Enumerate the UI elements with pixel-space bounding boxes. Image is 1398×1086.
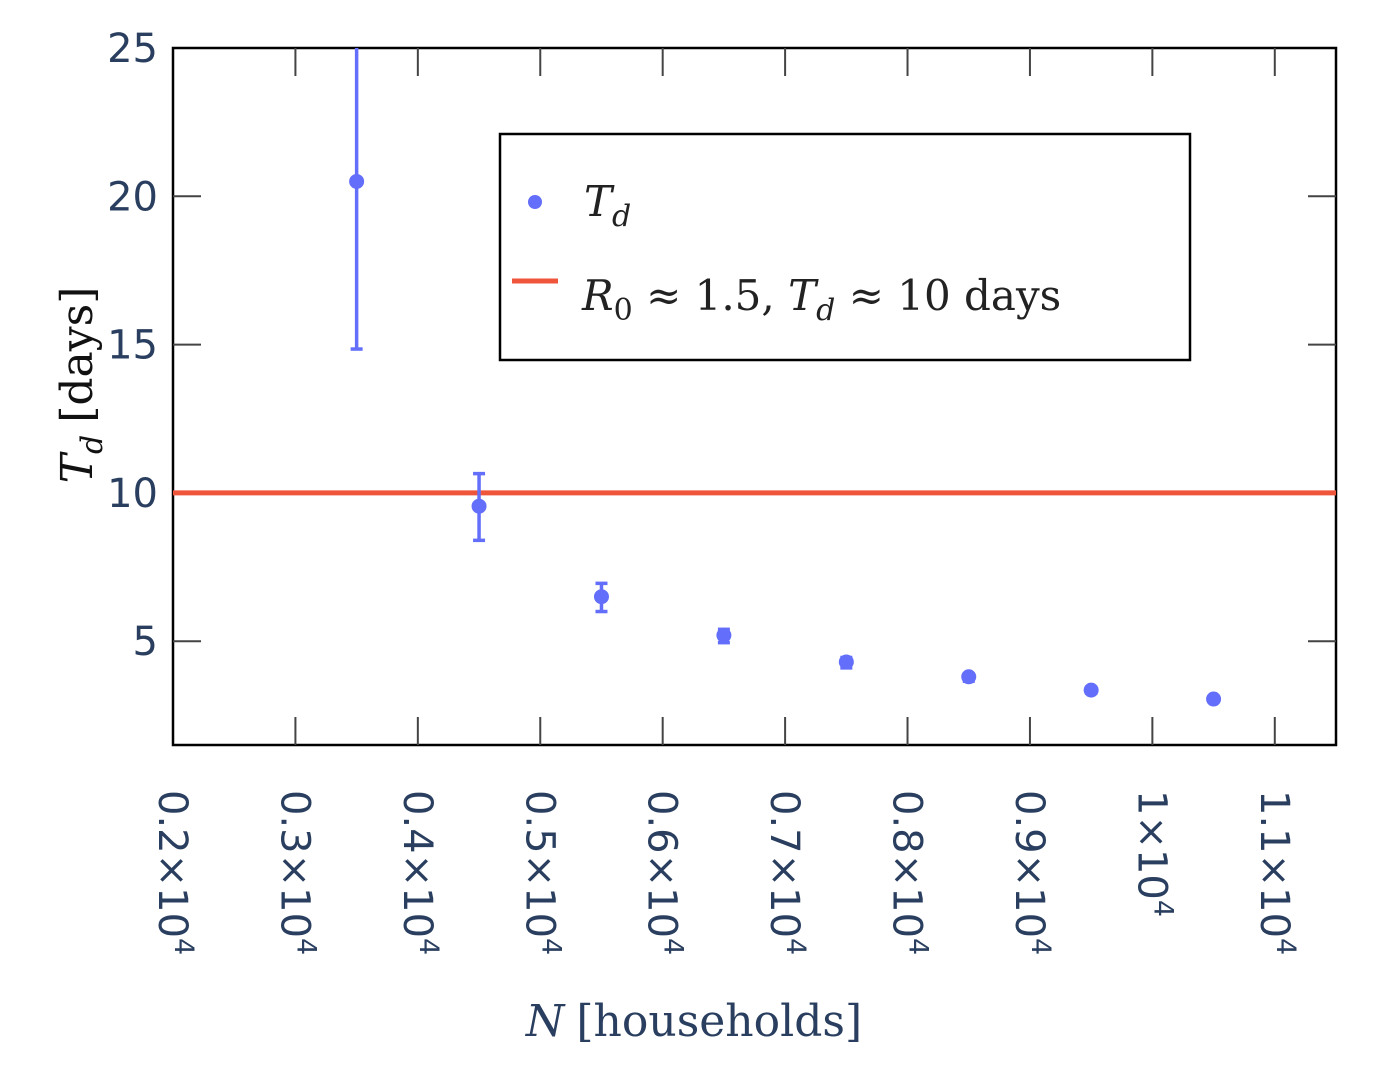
- data-point: [593, 589, 609, 605]
- y-tick-labels: 5 10 15 20 25: [107, 26, 158, 665]
- legend-label-r0: R0 ≈ 1.5, Td ≈ 10 days: [581, 271, 1061, 328]
- x-tick-label: 1×104: [1128, 790, 1178, 917]
- x-tick-label: 0.3×104: [271, 790, 321, 955]
- plot-area: [171, 46, 1338, 747]
- x-tick-labels: 0.2×104 0.3×104 0.4×104 0.5×104 0.6×104 0.7×1…: [149, 790, 1301, 955]
- x-tick-label: 1.1×104: [1251, 790, 1301, 955]
- data-point: [349, 173, 365, 189]
- x-tick-label: 0.7×104: [761, 790, 811, 955]
- data-point: [471, 498, 487, 514]
- y-tick-label: 10: [107, 471, 158, 517]
- x-tick-label: 0.8×104: [884, 790, 934, 955]
- x-axis-title: N [households]: [525, 996, 862, 1047]
- legend: Td R0 ≈ 1.5, Td ≈ 10 days: [498, 132, 1192, 362]
- y-axis-title: Td[days]: [52, 287, 110, 484]
- x-tick-label: 0.5×104: [516, 790, 566, 955]
- legend-box: [498, 132, 1192, 362]
- x-tick-label: 0.2×104: [149, 790, 199, 955]
- x-tick-label: 0.9×104: [1006, 790, 1056, 955]
- y-tick-label: 25: [107, 26, 158, 72]
- y-tick-label: 5: [133, 619, 158, 665]
- data-marks: [349, 48, 1222, 707]
- legend-marker-td: [528, 195, 542, 209]
- x-tick-label: 0.4×104: [394, 790, 444, 955]
- legend-label-td: Td: [584, 177, 631, 234]
- y-tick-label: 15: [107, 323, 158, 369]
- data-point: [838, 654, 854, 670]
- x-tick-label: 0.6×104: [639, 790, 689, 955]
- y-tick-label: 20: [107, 174, 158, 220]
- data-point: [1206, 691, 1222, 707]
- data-point: [1083, 682, 1099, 698]
- data-point: [961, 669, 977, 685]
- plot-frame: [171, 46, 1338, 747]
- data-point: [716, 627, 732, 643]
